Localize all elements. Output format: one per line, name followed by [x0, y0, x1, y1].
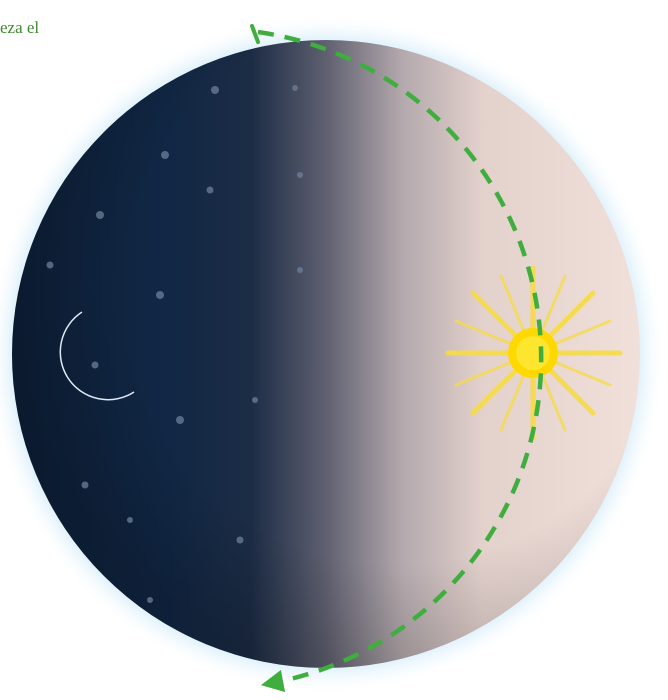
dashed-clockwise-arrow: [250, 24, 544, 692]
globe: [12, 40, 640, 668]
sun-icon: [445, 265, 623, 441]
caption-text: eza el: [0, 18, 40, 37]
crescent-moon-icon: [59, 311, 135, 401]
stars: [46, 85, 303, 603]
